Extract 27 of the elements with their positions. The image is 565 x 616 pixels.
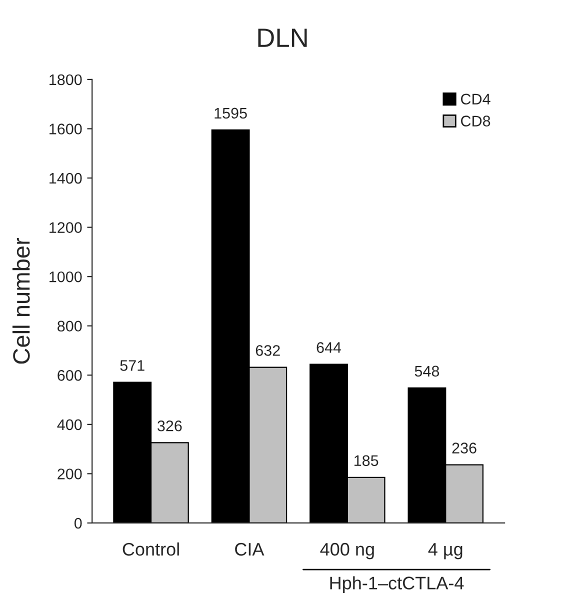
y-tick-label: 1600 xyxy=(50,124,82,134)
data-label: 644 xyxy=(316,342,342,353)
data-label: 236 xyxy=(452,442,476,454)
y-tick-label: 600 xyxy=(58,370,82,381)
y-axis-title: Cell number xyxy=(12,238,30,364)
y-tick-label: 400 xyxy=(57,419,82,430)
y-tick-label: 200 xyxy=(58,468,82,480)
x-tick-label: Control xyxy=(122,542,179,556)
x-tick-label: 4 µg xyxy=(428,543,462,560)
chart-title: DLN xyxy=(258,28,307,47)
y-tick-label: 1000 xyxy=(50,271,82,282)
legend-label: CD4 xyxy=(461,94,490,105)
x-tick-label: 400 ng xyxy=(320,542,374,560)
data-label: 548 xyxy=(414,366,440,377)
data-label: 185 xyxy=(354,455,378,466)
y-tick-label: 1400 xyxy=(50,172,82,184)
y-tick-label: 1200 xyxy=(50,222,82,233)
legend-label: CD8 xyxy=(461,116,490,126)
y-tick-label: 1800 xyxy=(50,74,82,86)
y-tick-label: 800 xyxy=(58,320,82,332)
data-label: 1595 xyxy=(214,108,247,119)
data-label: 571 xyxy=(120,360,144,371)
x-tick-label: CIA xyxy=(235,542,264,556)
data-label: 326 xyxy=(158,420,182,432)
data-label: 632 xyxy=(256,345,280,356)
text: Hph-1–ctCTLA-4 xyxy=(330,576,464,594)
y-tick-label: 0 xyxy=(74,518,82,529)
